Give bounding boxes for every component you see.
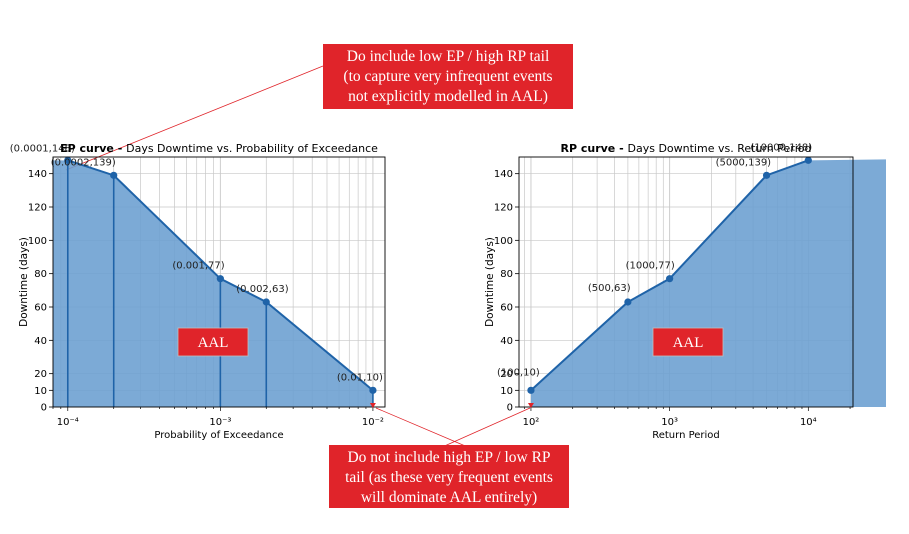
- y-tick-label: 60: [34, 303, 47, 314]
- chart-title-text: Days Downtime vs. Probability of Exceeda…: [126, 142, 378, 155]
- point-label: (5000,139): [716, 157, 772, 168]
- data-point: [262, 298, 270, 306]
- data-point: [804, 156, 812, 164]
- axes-frame: [52, 156, 386, 408]
- aal-label-box: [652, 327, 724, 357]
- include-tail-callout: Do include low EP / high RP tail (to cap…: [323, 44, 573, 109]
- data-point: [762, 171, 771, 179]
- callout-line: tail (as these very frequent events: [345, 469, 553, 486]
- y-axis-label: Downtime (days): [18, 237, 30, 327]
- connector-line: [375, 407, 471, 449]
- x-axis-label: Probability of Exceedance: [154, 430, 283, 441]
- x-tick-label: 10⁻⁴: [57, 417, 79, 428]
- point-label: (0.002,63): [236, 284, 288, 295]
- y-tick-label: 40: [34, 336, 47, 347]
- tail-marker: [369, 403, 376, 408]
- y-tick-label: 10: [500, 386, 513, 397]
- x-tick-label: 10³: [661, 417, 678, 428]
- y-tick-label: 100: [28, 236, 47, 247]
- chart-title: RP curve - Days Downtime vs. Return Peri…: [561, 142, 812, 155]
- ep-chart: 0 10 20 40 60 80 100 120 140 (0.0001,148) (0.0002,…: [10, 142, 386, 441]
- aal-area: [530, 159, 886, 407]
- x-tick-label: 10⁻³: [209, 417, 231, 428]
- callout-line: (to capture very infrequent events: [343, 68, 553, 85]
- chart-title: EP curve - Days Downtime vs. Probability…: [60, 142, 378, 155]
- y-tick-label: 40: [500, 336, 513, 347]
- tail-marker: [527, 403, 534, 408]
- point-label: (0.0001,148): [10, 143, 75, 154]
- y-tick-label: 10: [34, 386, 47, 397]
- rp-chart: 0 10 20 40 60 80 100 120 140 (100,10) (500,63) (100…: [484, 142, 886, 441]
- y-tick-label: 0: [507, 403, 513, 414]
- point-label: (1000,77): [626, 261, 675, 272]
- data-point: [369, 386, 377, 394]
- data-point: [624, 298, 632, 306]
- y-tick-label: 120: [28, 203, 47, 214]
- point-label: (500,63): [588, 283, 631, 294]
- aal-label-box: [177, 327, 249, 357]
- callout-line: not explicitly modelled in AAL): [348, 88, 548, 105]
- axes-frame: [518, 156, 854, 408]
- data-point: [666, 275, 674, 283]
- data-point: [216, 275, 224, 283]
- x-tick-label: 10⁴: [800, 417, 817, 428]
- x-tick-label: 10²: [523, 417, 540, 428]
- callout-line: will dominate AAL entirely): [360, 489, 538, 506]
- callout-line: Do include low EP / high RP tail: [346, 48, 550, 65]
- y-tick-label: 20: [34, 369, 47, 380]
- exclude-tail-callout: Do not include high EP / low RP tail (as…: [329, 445, 569, 508]
- chart-title-bold: EP curve -: [60, 142, 126, 155]
- point-label: (100,10): [497, 367, 540, 378]
- data-point: [110, 171, 118, 179]
- aal-label: AAL: [673, 335, 704, 351]
- connector-line: [439, 407, 531, 449]
- callout-line: Do not include high EP / low RP: [347, 449, 551, 466]
- y-tick-label: 80: [34, 269, 47, 280]
- data-point: [64, 156, 72, 164]
- callout-connectors: [65, 65, 531, 449]
- point-label: (0.0002,139): [51, 157, 116, 168]
- connector-line: [65, 65, 324, 171]
- y-tick-label: 120: [494, 203, 513, 214]
- y-axis-label: Downtime (days): [484, 237, 496, 327]
- point-label: (10000,148): [750, 142, 812, 153]
- y-tick-label: 20: [500, 369, 513, 380]
- y-tick-label: 80: [500, 269, 513, 280]
- y-tick-label: 100: [494, 236, 513, 247]
- aal-area: [53, 160, 373, 407]
- x-axis-label: Return Period: [652, 430, 720, 441]
- y-tick-label: 140: [494, 169, 513, 180]
- point-label: (0.001,77): [172, 261, 224, 272]
- chart-title-bold: RP curve -: [561, 142, 628, 155]
- y-tick-label: 0: [41, 403, 47, 414]
- chart-title-text: Days Downtime vs. Return Period: [628, 142, 812, 155]
- y-tick-label: 140: [28, 169, 47, 180]
- point-label: (0.01,10): [337, 372, 383, 383]
- data-point: [527, 386, 535, 394]
- aal-label: AAL: [198, 335, 229, 351]
- y-tick-label: 60: [500, 303, 513, 314]
- x-tick-label: 10⁻²: [362, 417, 384, 428]
